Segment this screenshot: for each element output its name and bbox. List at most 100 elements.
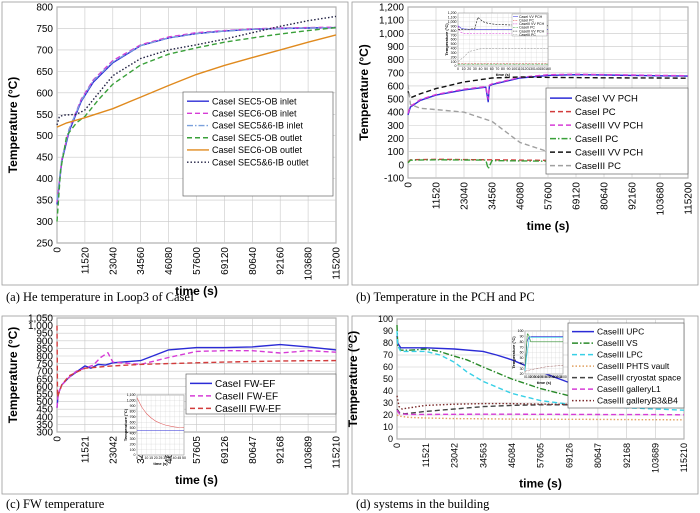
y-tick-label: 400: [36, 174, 53, 185]
chart-c: 3003504004505005506006507007508008509009…: [1, 314, 349, 495]
y-tick-label: 300: [387, 121, 404, 132]
x-tick-label: 80647: [248, 436, 259, 464]
x-axis-label: time (s): [496, 72, 511, 77]
chart-b-inset: 01002003004005006007008009001,0001,1001,…: [444, 11, 551, 77]
y-tick-label: 30: [520, 367, 524, 371]
x-tick-label: 23042: [108, 436, 119, 464]
y-tick-label: 30: [383, 398, 393, 408]
legend-label-2: CaseIII FW-EF: [215, 404, 281, 415]
y-tick-label: 100: [518, 329, 524, 333]
legend-label-4: CaseI SEC6-OB outlet: [212, 145, 303, 155]
x-tick-label: 25: [159, 456, 163, 460]
y-tick-label: 450: [36, 153, 53, 164]
y-tick-label: 0: [388, 434, 393, 444]
x-tick-label: 140: [534, 67, 540, 71]
y-tick-label: 200: [387, 134, 404, 145]
series-line-4: [56, 34, 337, 128]
x-tick-label: 0: [53, 436, 64, 442]
x-axis-label: time (s): [175, 473, 218, 487]
legend-label-2: CaseIII VV PCH: [575, 120, 643, 131]
series-line-2: [56, 26, 337, 201]
x-tick-label: 80640: [248, 247, 259, 275]
x-tick-label: 300: [533, 375, 539, 379]
legend-label-1: CaseI SEC6-OB inlet: [212, 109, 297, 119]
y-tick-label: 80: [520, 340, 524, 344]
series-line-1: [524, 333, 563, 372]
legend-label-2: CaseI SEC5&6-IB inlet: [212, 121, 304, 131]
legend-label-3: CaseI SEC5-OB outlet: [212, 133, 303, 143]
y-tick-label: 1,200: [379, 3, 404, 14]
x-tick-label: 92160: [276, 247, 287, 275]
y-tick-label: 1,000: [379, 29, 404, 40]
x-tick-label: 69120: [572, 182, 583, 210]
x-tick-label: 0: [524, 375, 526, 379]
x-tick-label: 57605: [192, 436, 203, 464]
y-axis-label: Temperature (°C): [123, 408, 128, 441]
y-tick-label: 250: [36, 239, 53, 250]
series-line-2: [56, 325, 337, 398]
y-tick-label: 0: [455, 64, 457, 68]
x-tick-label: 150: [539, 67, 545, 71]
x-tick-label: 1000: [559, 375, 567, 379]
series-line-1: [56, 26, 337, 203]
x-tick-label: 115210: [332, 436, 343, 469]
x-tick-label: 34563: [478, 443, 488, 468]
y-tick-label: 900: [387, 42, 404, 53]
y-tick-label: 300: [130, 437, 136, 441]
y-tick-label: 100: [378, 314, 393, 324]
legend-label-0: CaseIII UPC: [597, 327, 644, 337]
x-tick-label: 160: [545, 67, 551, 71]
y-tick-label: 50: [520, 356, 524, 360]
x-tick-label: 800: [552, 375, 558, 379]
x-tick-label: 46080: [164, 247, 175, 275]
y-tick-label: 0: [398, 160, 404, 171]
x-tick-label: 35: [168, 456, 172, 460]
x-tick-label: 40: [173, 456, 177, 460]
x-tick-label: 15: [149, 456, 153, 460]
caption-b: (b) Temperature in the PCH and PC: [356, 290, 535, 304]
legend-label-3: CaseII PC: [575, 134, 618, 145]
x-tick-label: 20: [154, 456, 158, 460]
y-tick-label: 200: [451, 55, 457, 59]
x-tick-label: 34560: [136, 247, 147, 275]
x-tick-label: 400: [537, 375, 543, 379]
y-tick-label: 350: [36, 196, 53, 207]
y-tick-label: 300: [451, 51, 457, 55]
series-line-1: [136, 397, 185, 428]
y-tick-label: 1,100: [379, 16, 404, 27]
x-tick-label: 115200: [332, 247, 343, 280]
series-line-5: [56, 15, 337, 126]
y-tick-label: 550: [36, 390, 53, 401]
legend-box: [182, 91, 334, 197]
x-tick-label: 92160: [628, 182, 639, 210]
legend-label-5: CaseIII galleryL1: [597, 384, 661, 394]
x-tick-label: 0: [53, 247, 64, 253]
legend-label-2: CaseIII VV PCH: [519, 22, 545, 26]
legend-label-3: CaseII PC: [519, 26, 535, 30]
y-tick-label: 800: [451, 29, 457, 33]
y-tick-label: 90: [520, 335, 524, 339]
series-line-3: [56, 26, 337, 222]
y-tick-label: 700: [36, 45, 53, 56]
y-axis-label: Temperature (°C): [346, 331, 360, 428]
y-tick-label: 60: [383, 362, 393, 372]
y-tick-label: 700: [130, 415, 136, 419]
legend-label-0: CaseI VV PCH: [519, 15, 543, 19]
y-tick-label: 80: [383, 338, 393, 348]
y-tick-label: 650: [36, 374, 53, 385]
legend-label-0: CaseI SEC5-OB inlet: [212, 96, 297, 106]
series-line-4: [407, 76, 689, 99]
y-tick-label: 950: [36, 329, 53, 340]
x-tick-label: 34560: [488, 182, 499, 210]
caption-a: (a) He temperature in Loop3 of CaseI: [6, 290, 195, 304]
y-tick-label: 650: [36, 67, 53, 78]
y-tick-label: 350: [36, 420, 53, 431]
legend-box: [511, 13, 548, 37]
chart-a: 250 300 350 400 450 500 550 600 650 700 750 800 0 115…: [1, 1, 349, 298]
x-axis-label: time (s): [537, 380, 552, 385]
x-tick-label: 46080: [516, 182, 527, 210]
y-tick-label: 750: [36, 359, 53, 370]
y-tick-label: 600: [451, 38, 457, 42]
